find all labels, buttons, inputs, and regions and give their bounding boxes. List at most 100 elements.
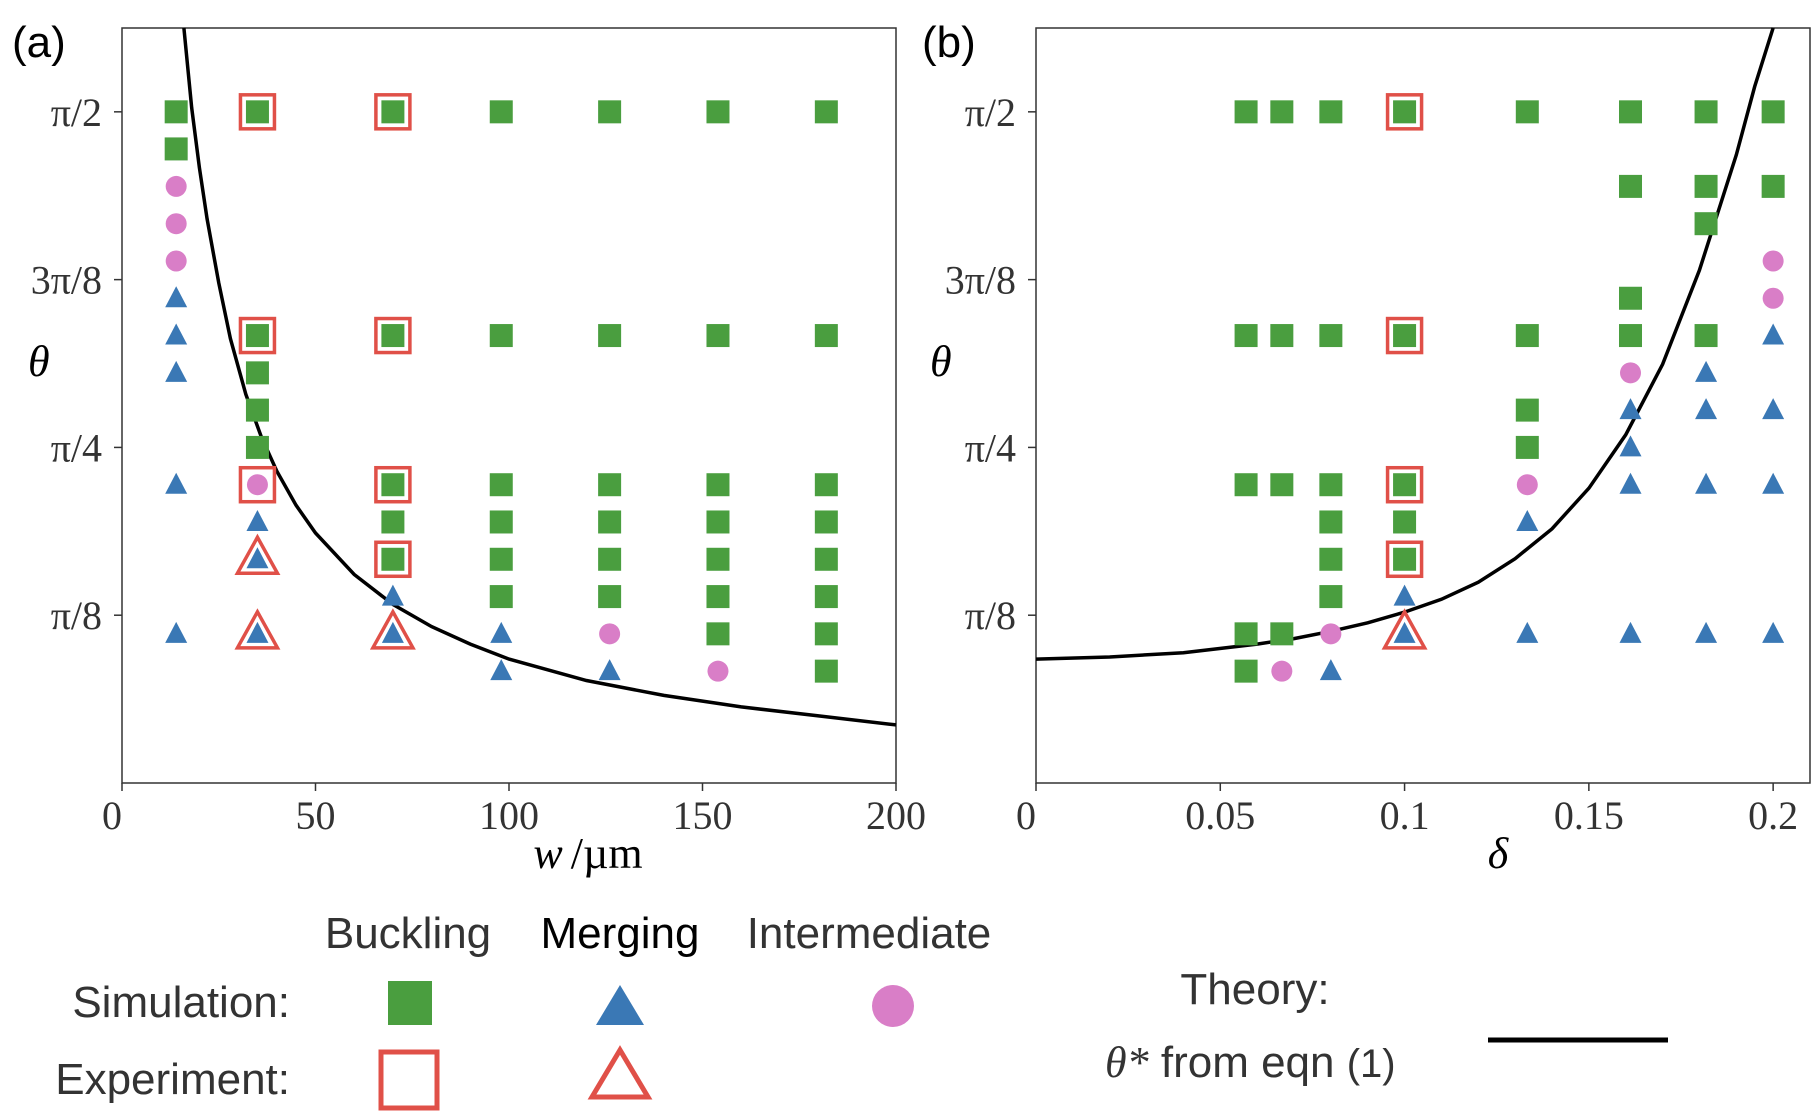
panel-b-y-tick-label: π/8 — [965, 593, 1016, 638]
buckling-sim-point — [245, 100, 269, 124]
panel-a-x-tick-label: 200 — [866, 793, 926, 838]
legend-theory-desc: from eqn — [1149, 1038, 1347, 1087]
merging-sim-point — [1319, 659, 1342, 681]
buckling-sim-point — [381, 547, 405, 571]
panel-b-x-tick-label: 0.15 — [1554, 793, 1624, 838]
panel-b: (b) 0 0.05 0.1 0.15 0.2 π/8 π/4 3π/8 π/2 θ δ — [922, 18, 1811, 878]
intermediate-sim-point — [165, 175, 187, 197]
panel-a-x-tick-label: 150 — [673, 793, 733, 838]
buckling-sim-point — [245, 398, 269, 422]
buckling-sim-point — [381, 324, 405, 348]
intermediate-sim-point — [165, 213, 187, 235]
merging-sim-point — [165, 360, 188, 382]
buckling-sim-point — [1270, 100, 1294, 124]
merging-sim-point — [1619, 435, 1642, 457]
legend-buckling-simulation-square — [388, 981, 432, 1025]
buckling-sim-point — [598, 547, 622, 571]
intermediate-sim-point — [707, 660, 729, 682]
panel-b-ylabel: θ — [930, 337, 952, 386]
buckling-exp-point — [1385, 465, 1424, 504]
panel-a-y-tick-label: π/8 — [51, 593, 102, 638]
buckling-sim-point — [598, 100, 622, 124]
buckling-sim-point — [1270, 324, 1294, 348]
buckling-sim-point — [1515, 324, 1539, 348]
merging-sim-point — [1695, 621, 1718, 643]
buckling-sim-point — [814, 622, 838, 646]
buckling-exp-point — [1385, 93, 1424, 131]
buckling-sim-point — [1515, 398, 1539, 422]
buckling-sim-point — [245, 361, 269, 385]
buckling-sim-point — [1319, 100, 1343, 124]
merging-sim-point — [165, 286, 188, 308]
buckling-sim-point — [1393, 324, 1417, 348]
buckling-sim-point — [706, 585, 730, 609]
buckling-sim-point — [706, 100, 730, 124]
buckling-sim-point — [1393, 547, 1417, 571]
buckling-sim-point — [1319, 547, 1343, 571]
buckling-sim-point — [489, 510, 513, 534]
merging-sim-point — [1516, 621, 1539, 643]
panel-a-y-tick-label: π/2 — [51, 90, 102, 135]
buckling-sim-point — [1234, 324, 1258, 348]
panel-a-y-tick-label: 3π/8 — [31, 258, 102, 303]
buckling-sim-point — [1761, 174, 1785, 198]
intermediate-sim-point — [1320, 623, 1342, 645]
panel-b-y-tick-label: 3π/8 — [945, 258, 1016, 303]
buckling-sim-point — [164, 137, 188, 161]
buckling-sim-point — [598, 324, 622, 348]
buckling-sim-point — [1234, 100, 1258, 124]
merging-sim-point — [1762, 472, 1785, 494]
buckling-sim-point — [245, 435, 269, 459]
buckling-sim-point — [598, 510, 622, 534]
buckling-exp-point — [238, 93, 277, 131]
legend: Buckling Merging Intermediate Simulation… — [55, 909, 1668, 1111]
panel-a-xlabel-var: w — [533, 829, 563, 878]
panel-a-xlabel: w/µm — [533, 829, 642, 878]
legend-theory-symbol: θ* — [1105, 1038, 1149, 1087]
panel-a-frame — [121, 27, 897, 784]
panel-b-label: (b) — [922, 18, 976, 67]
merging-exp-point — [234, 608, 281, 650]
panel-b-x-tick-label: 0 — [1016, 793, 1036, 838]
legend-theory-text: θ* from eqn (1) — [1105, 1038, 1396, 1087]
buckling-sim-point — [489, 547, 513, 571]
buckling-sim-point — [598, 585, 622, 609]
merging-sim-point — [1762, 621, 1785, 643]
merging-sim-point — [1393, 621, 1416, 643]
panel-b-x-tick-label: 0.2 — [1748, 793, 1798, 838]
panel-a-x-tick-label: 0 — [102, 793, 122, 838]
buckling-sim-point — [381, 100, 405, 124]
panel-b-frame — [1035, 27, 1811, 784]
panel-a: (a) 0 50 100 150 200 π/8 π/4 3π/8 π/2 θ w/µm — [12, 18, 926, 878]
merging-sim-point — [1619, 621, 1642, 643]
buckling-sim-point — [1270, 622, 1294, 646]
buckling-sim-point — [1515, 100, 1539, 124]
panel-b-marks — [1234, 93, 1785, 683]
panel-a-xlabel-unit: /µm — [571, 829, 643, 878]
merging-sim-point — [1516, 509, 1539, 531]
buckling-sim-point — [1234, 473, 1258, 497]
buckling-sim-point — [706, 324, 730, 348]
intermediate-sim-point — [1762, 287, 1784, 309]
buckling-exp-point — [238, 465, 277, 504]
panel-a-curve-group — [182, 27, 897, 727]
panel-b-xlabel: δ — [1488, 829, 1510, 878]
buckling-sim-point — [1393, 100, 1417, 124]
merging-sim-point — [165, 621, 188, 643]
intermediate-sim-point — [1620, 362, 1642, 384]
panel-b-x-tick-label: 0.05 — [1185, 793, 1255, 838]
panel-a-theory-curve — [182, 27, 897, 727]
buckling-sim-point — [1234, 659, 1258, 683]
buckling-sim-point — [489, 100, 513, 124]
buckling-sim-point — [706, 622, 730, 646]
panel-a-x-tick-label: 100 — [479, 793, 539, 838]
panel-a-x-tick-label: 50 — [296, 793, 336, 838]
buckling-sim-point — [1694, 174, 1718, 198]
legend-merging-simulation-triangle — [596, 985, 644, 1025]
merging-sim-point — [490, 659, 513, 681]
legend-col-buckling: Buckling — [325, 909, 491, 958]
panel-a-ticks: 0 50 100 150 200 π/8 π/4 3π/8 π/2 — [31, 90, 926, 838]
buckling-sim-point — [1319, 585, 1343, 609]
buckling-sim-point — [1515, 435, 1539, 459]
